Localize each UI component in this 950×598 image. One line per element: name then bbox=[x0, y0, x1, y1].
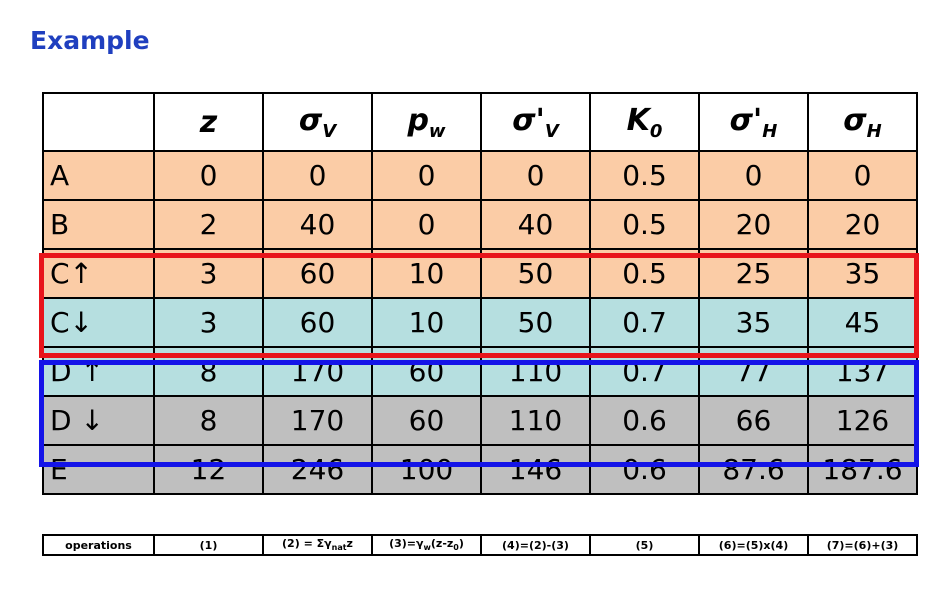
cell: 87.6 bbox=[698, 444, 809, 495]
operation-text: (5) bbox=[635, 538, 654, 552]
header-subscript: H bbox=[762, 120, 778, 142]
data-row: D ↓ 8 170 60 110 0.6 66 126 bbox=[42, 395, 918, 446]
cell: 10 bbox=[371, 297, 482, 348]
header-symbol: K bbox=[626, 102, 650, 138]
header-subscript: 0 bbox=[649, 120, 663, 142]
header-symbol: σ bbox=[298, 102, 323, 138]
cell: 20 bbox=[698, 199, 809, 250]
operation-cell: (6)=(5)x(4) bbox=[698, 534, 809, 556]
header-cell: z bbox=[153, 92, 264, 152]
cell: 40 bbox=[480, 199, 591, 250]
operation-text: (7)=(6)+(3) bbox=[826, 538, 899, 552]
data-row: C↓ 3 60 10 50 0.7 35 45 bbox=[42, 297, 918, 348]
operation-text: (z-z bbox=[430, 537, 454, 551]
header-cell: σV bbox=[262, 92, 373, 152]
cell: 110 bbox=[480, 395, 591, 446]
cell: 35 bbox=[698, 297, 809, 348]
header-cell: pw bbox=[371, 92, 482, 152]
row-label: B bbox=[42, 199, 155, 250]
operation-cell: (2) = Σγnatz bbox=[262, 534, 373, 556]
operation-cell: (5) bbox=[589, 534, 700, 556]
operation-text: z bbox=[346, 537, 353, 551]
cell: 0.7 bbox=[589, 297, 700, 348]
cell: 35 bbox=[807, 248, 918, 299]
data-row: B 2 40 0 40 0.5 20 20 bbox=[42, 199, 918, 250]
header-subscript: w bbox=[428, 120, 446, 142]
cell: 66 bbox=[698, 395, 809, 446]
operation-text: 0 bbox=[453, 543, 459, 553]
row-label: D ↓ bbox=[42, 395, 155, 446]
operation-cell: (4)=(2)-(3) bbox=[480, 534, 591, 556]
operation-text: operations bbox=[65, 538, 132, 552]
header-symbol: σ' bbox=[729, 102, 763, 138]
highlight-c bbox=[39, 253, 919, 358]
cell: 0 bbox=[262, 150, 373, 201]
header-row: z σV pw σ'V K0 σ'H σH bbox=[42, 92, 918, 152]
header-cell: K0 bbox=[589, 92, 700, 152]
header-cell: σ'V bbox=[480, 92, 591, 152]
cell: 40 bbox=[262, 199, 373, 250]
header-symbol: σ' bbox=[512, 102, 545, 138]
cell: 126 bbox=[807, 395, 918, 446]
cell: 146 bbox=[480, 444, 591, 495]
row-label: E bbox=[42, 444, 155, 495]
cell: 0.6 bbox=[589, 395, 700, 446]
data-row: A 0 0 0 0 0.5 0 0 bbox=[42, 150, 918, 201]
operation-text: (2) = Σγ bbox=[282, 537, 332, 551]
cell: 0 bbox=[153, 150, 264, 201]
header-subscript: V bbox=[322, 120, 337, 142]
cell: 60 bbox=[371, 395, 482, 446]
operation-cell: (7)=(6)+(3) bbox=[807, 534, 918, 556]
header-symbol: p bbox=[407, 102, 429, 138]
cell: 12 bbox=[153, 444, 264, 495]
cell: 100 bbox=[371, 444, 482, 495]
cell: 0 bbox=[480, 150, 591, 201]
row-label: A bbox=[42, 150, 155, 201]
cell: 0 bbox=[371, 150, 482, 201]
cell: 45 bbox=[807, 297, 918, 348]
cell: 60 bbox=[262, 297, 373, 348]
operation-cell: (3)=γw(z-z0) bbox=[371, 534, 482, 556]
operation-text: w bbox=[423, 543, 431, 553]
cell: 170 bbox=[262, 395, 373, 446]
data-table: z σV pw σ'V K0 σ'H σH A 0 0 0 0 0.5 0 0 B 2 40 0 40 0.5 20 20 C… bbox=[42, 92, 918, 495]
header-subscript: H bbox=[866, 120, 882, 142]
operation-text: ) bbox=[458, 537, 464, 551]
operation-text: (4)=(2)-(3) bbox=[502, 538, 569, 552]
cell: 20 bbox=[807, 199, 918, 250]
header-symbol: z bbox=[199, 104, 218, 140]
data-row: E 12 246 100 146 0.6 87.6 187.6 bbox=[42, 444, 918, 495]
cell: 0.5 bbox=[589, 150, 700, 201]
header-cell: σH bbox=[807, 92, 918, 152]
operations-table: operations (1) (2) = Σγnatz (3)=γw(z-z0) (4)… bbox=[42, 534, 918, 556]
row-label: C↓ bbox=[42, 297, 155, 348]
operation-text: nat bbox=[331, 543, 347, 553]
highlight-d bbox=[39, 360, 919, 467]
operation-cell: operations bbox=[42, 534, 155, 556]
cell: 2 bbox=[153, 199, 264, 250]
cell: 187.6 bbox=[807, 444, 918, 495]
cell: 246 bbox=[262, 444, 373, 495]
operation-text: (6)=(5)x(4) bbox=[718, 538, 789, 552]
cell: 3 bbox=[153, 297, 264, 348]
cell: 0.6 bbox=[589, 444, 700, 495]
cell: 0 bbox=[371, 199, 482, 250]
cell: 8 bbox=[153, 395, 264, 446]
title: Example bbox=[30, 26, 150, 55]
operation-text: (3)=γ bbox=[389, 537, 424, 551]
cell: 0.5 bbox=[589, 199, 700, 250]
header-symbol: σ bbox=[843, 102, 867, 138]
header-cell: σ'H bbox=[698, 92, 809, 152]
cell: 50 bbox=[480, 297, 591, 348]
cell: 0 bbox=[807, 150, 918, 201]
header-cell bbox=[42, 92, 155, 152]
header-subscript: V bbox=[544, 120, 559, 142]
operation-text: (1) bbox=[199, 538, 218, 552]
cell: 0 bbox=[698, 150, 809, 201]
operation-cell: (1) bbox=[153, 534, 264, 556]
